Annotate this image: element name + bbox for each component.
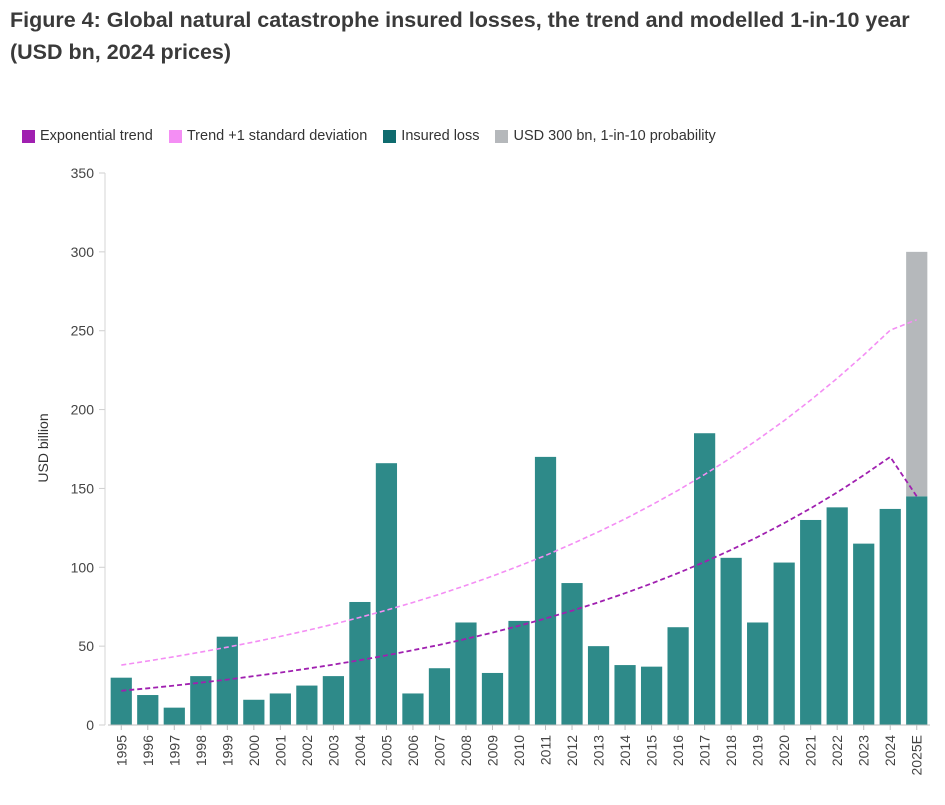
- x-tick-label-1999: 1999: [219, 735, 235, 766]
- bar-insured-loss-2018: [720, 557, 742, 725]
- bar-insured-loss-2005: [375, 463, 398, 725]
- x-tick-label-2007: 2007: [431, 735, 447, 766]
- x-tick-label-2004: 2004: [352, 735, 368, 766]
- bar-insured-loss-2024: [879, 508, 901, 725]
- bar-insured-loss-2019: [747, 622, 769, 725]
- bar-insured-loss-2008: [455, 622, 477, 725]
- x-tick-label-2021: 2021: [803, 735, 819, 766]
- x-tick-label-2022: 2022: [829, 735, 845, 766]
- x-tick-label-2024: 2024: [882, 735, 898, 766]
- x-tick-label-1998: 1998: [193, 735, 209, 766]
- legend-item-trend-plus-sd: Trend +1 standard deviation: [168, 128, 368, 144]
- bar-insured-loss-1998: [190, 676, 212, 725]
- line-trend-1-standard-deviation: [121, 318, 917, 666]
- bar-insured-loss-2012: [561, 583, 583, 725]
- bars: [110, 251, 928, 725]
- bar-insured-loss-2016: [667, 627, 689, 725]
- bar-insured-loss-2025E: [906, 496, 928, 725]
- x-tick-label-2015: 2015: [644, 735, 660, 766]
- x-tick-label-1997: 1997: [166, 735, 182, 766]
- chart-title: Figure 4: Global natural catastrophe ins…: [10, 8, 910, 64]
- bar-insured-loss-2003: [322, 676, 344, 725]
- legend-label-trend-plus-sd: Trend +1 standard deviation: [186, 128, 368, 144]
- x-tick-label-2008: 2008: [458, 735, 474, 766]
- bar-insured-loss-2017: [694, 433, 716, 725]
- x-tick-label-2019: 2019: [750, 735, 766, 766]
- bar-insured-loss-2023: [853, 543, 875, 725]
- legend-item-insured-loss: Insured loss: [383, 128, 479, 144]
- legend-swatch-insured-loss: [383, 129, 397, 143]
- y-axis-title: USD billion: [35, 413, 51, 482]
- x-tick-label-2000: 2000: [246, 735, 262, 766]
- bar-insured-loss-2009: [481, 672, 504, 725]
- legend-swatch-exponential-trend: [22, 129, 35, 143]
- bar-insured-loss-2002: [296, 685, 318, 725]
- x-tick-label-2016: 2016: [670, 735, 686, 766]
- line-exponential-trend: [121, 455, 918, 692]
- y-tick-label: 200: [71, 402, 95, 418]
- x-tick-label-2013: 2013: [591, 735, 607, 766]
- x-tick-label-2005: 2005: [378, 735, 394, 766]
- legend-swatch-1-in-10: [495, 129, 509, 143]
- x-tick-label-2012: 2012: [564, 735, 580, 766]
- bar-insured-loss-1999: [216, 636, 238, 725]
- bar-1-in-10-probability: [906, 251, 928, 497]
- legend-item-1-in-10: USD 300 bn, 1-in-10 probability: [495, 128, 716, 144]
- bar-insured-loss-2015: [640, 666, 663, 725]
- x-axis: 1995 1996 1997 1998 1999 2000 2001 2002 2003 2004…: [108, 724, 930, 775]
- x-tick-label-2018: 2018: [723, 735, 739, 766]
- x-tick-label-1996: 1996: [140, 735, 156, 766]
- x-tick-label-2003: 2003: [325, 735, 341, 766]
- legend-item-exponential-trend: Exponential trend: [22, 128, 153, 144]
- bar-insured-loss-2021: [800, 519, 822, 725]
- y-tick-label: 300: [71, 244, 95, 260]
- bar-insured-loss-2006: [402, 693, 424, 725]
- x-tick-label-2020: 2020: [776, 735, 792, 766]
- y-tick-label: 0: [86, 717, 94, 733]
- bar-insured-loss-2010: [508, 620, 530, 725]
- bar-insured-loss-1995: [110, 677, 132, 725]
- y-axis: 0 50 100 150 200 250 300 350: [71, 165, 106, 733]
- bar-insured-loss-2013: [587, 646, 610, 725]
- legend-label-1-in-10: USD 300 bn, 1-in-10 probability: [513, 128, 716, 144]
- x-tick-label-2009: 2009: [484, 735, 500, 766]
- y-tick-label: 150: [71, 480, 95, 496]
- bar-insured-loss-2001: [269, 693, 291, 725]
- bar-insured-loss-2011: [534, 456, 557, 725]
- bar-insured-loss-2014: [614, 665, 636, 725]
- bar-insured-loss-1997: [163, 707, 185, 725]
- x-tick-label-2025E: 2025E: [909, 735, 925, 775]
- y-tick-label: 100: [71, 559, 95, 575]
- bar-insured-loss-2007: [428, 668, 451, 725]
- legend-label-exponential-trend: Exponential trend: [40, 128, 153, 144]
- legend: Exponential trend Trend +1 standard devi…: [22, 128, 732, 144]
- x-tick-label-2014: 2014: [617, 735, 633, 766]
- bar-insured-loss-2022: [826, 507, 848, 725]
- x-tick-label-2002: 2002: [299, 735, 315, 766]
- legend-label-insured-loss: Insured loss: [401, 128, 480, 144]
- y-tick-label: 350: [71, 165, 95, 181]
- x-tick-label-1995: 1995: [113, 735, 129, 766]
- x-tick-label-2006: 2006: [405, 735, 421, 766]
- x-tick-label-2001: 2001: [272, 735, 288, 766]
- bar-insured-loss-2004: [349, 601, 371, 725]
- x-tick-label-2023: 2023: [856, 735, 872, 766]
- bar-insured-loss-2000: [243, 699, 265, 725]
- legend-swatch-trend-plus-sd: [168, 129, 182, 143]
- x-tick-label-2010: 2010: [511, 735, 527, 766]
- bar-insured-loss-2020: [773, 562, 795, 725]
- y-tick-label: 50: [78, 638, 94, 654]
- trend-lines: [121, 318, 918, 692]
- x-tick-label-2017: 2017: [697, 735, 713, 766]
- y-tick-label: 250: [71, 323, 95, 339]
- bar-insured-loss-1996: [137, 695, 159, 725]
- x-tick-label-2011: 2011: [538, 735, 554, 765]
